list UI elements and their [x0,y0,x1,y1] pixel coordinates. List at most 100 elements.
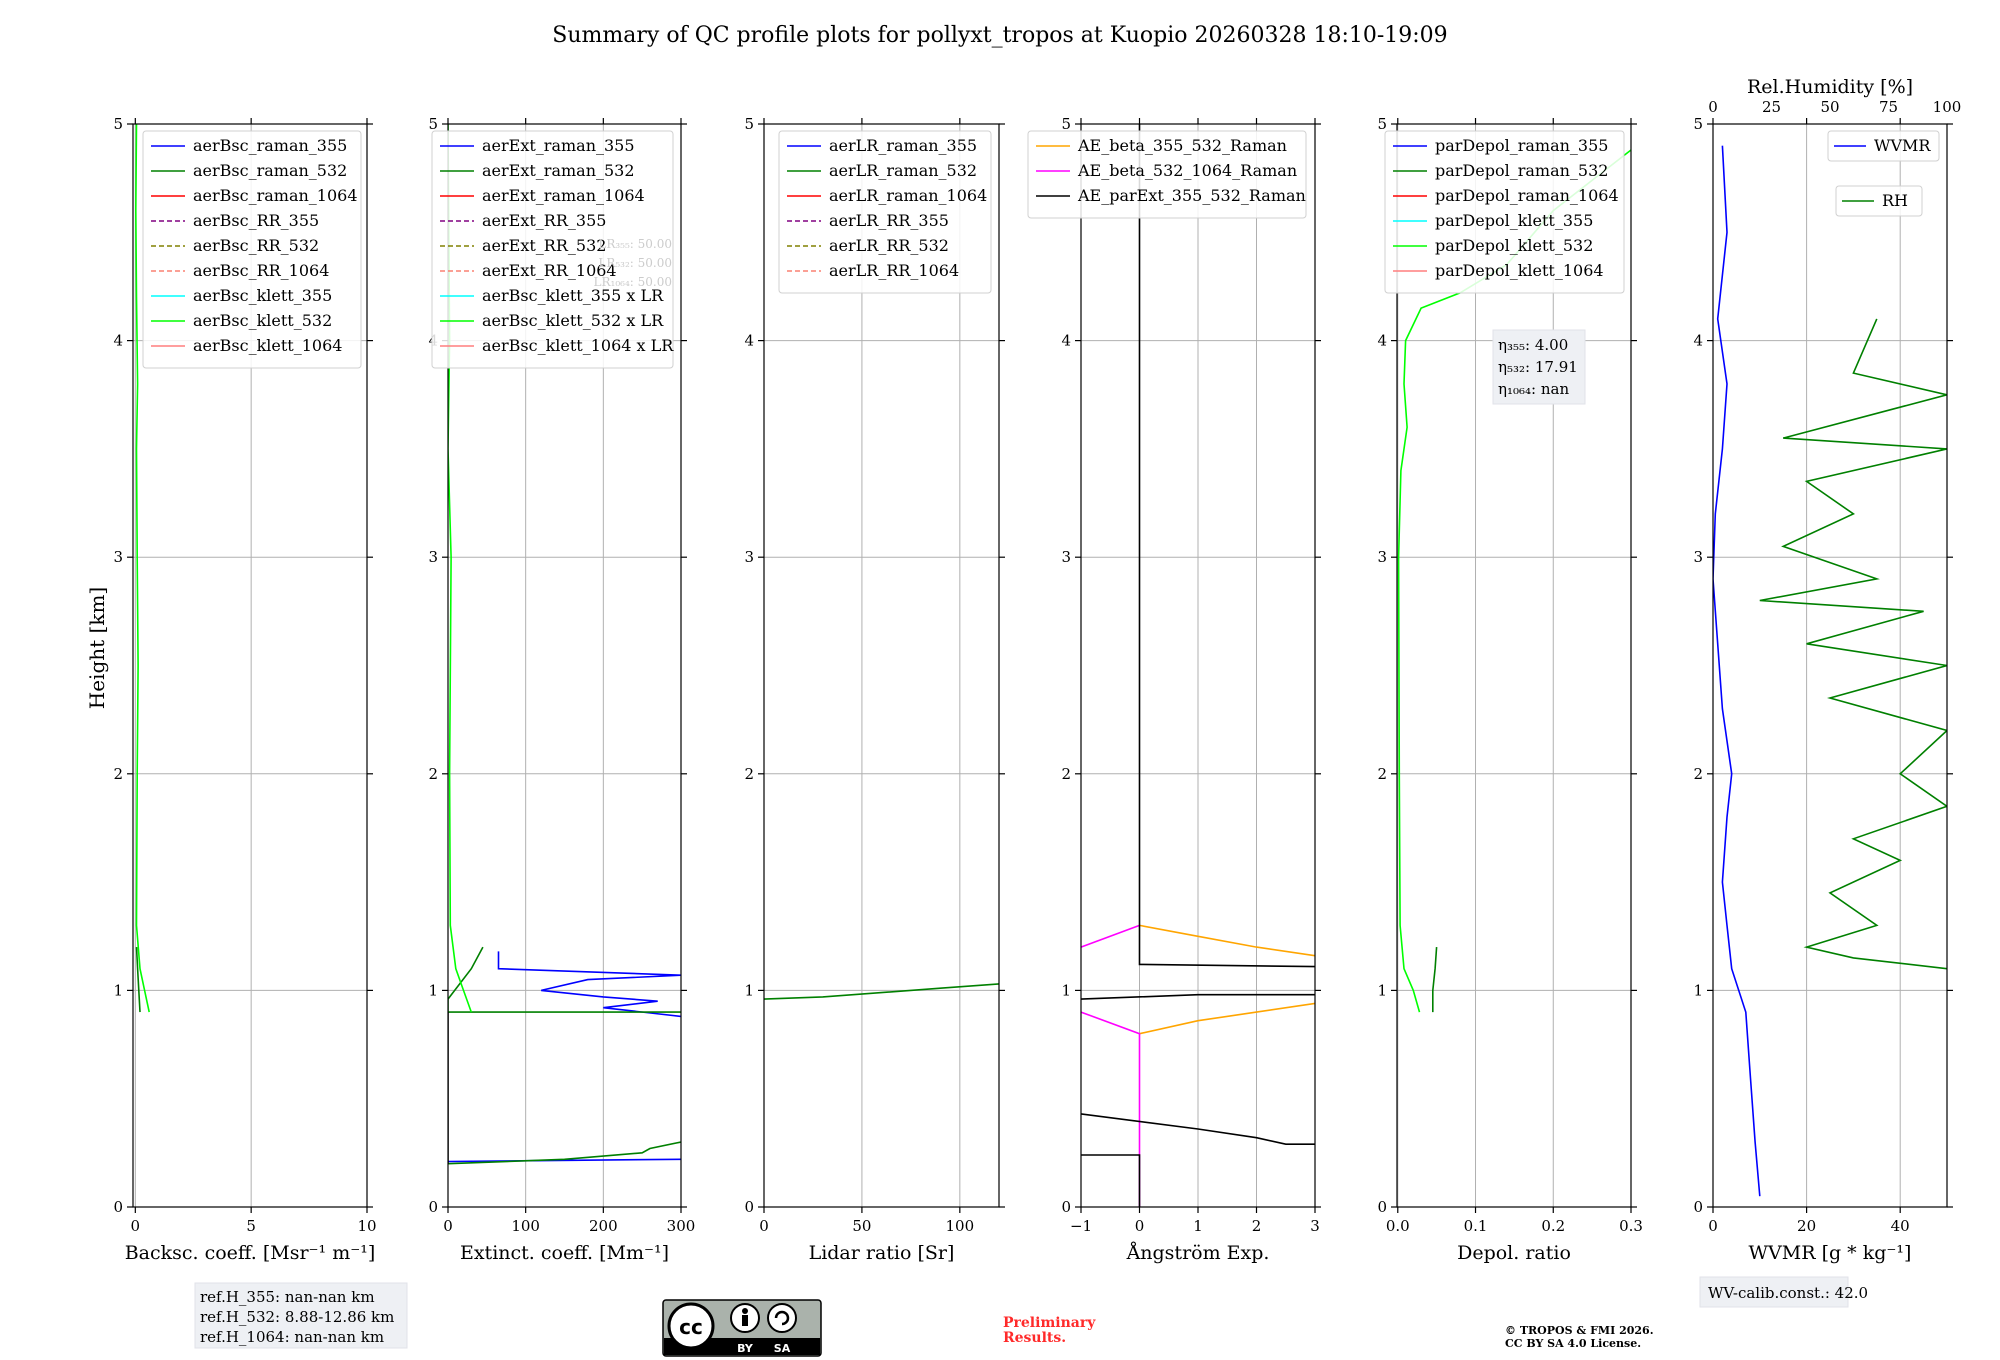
y-tick-label: 3 [113,548,123,566]
y-tick-label: 0 [428,1198,438,1216]
legend-label: aerExt_RR_1064 [482,261,617,280]
x-tick-label: 10 [357,1217,376,1235]
y-tick-label: 0 [1061,1198,1071,1216]
legend-label: aerBsc_raman_532 [193,161,347,180]
legend-label: aerBsc_klett_355 x LR [482,286,664,305]
legend-box [1384,130,1625,294]
wv-calib-box: WV-calib.const.: 42.0 [1699,1276,1868,1308]
copyright-line-2: CC BY SA 4.0 License. [1505,1337,1641,1350]
legend-label: parDepol_klett_532 [1435,236,1593,255]
eta-annotation: η₃₅₅: 4.00 [1498,336,1568,354]
sa-icon [767,1303,797,1333]
y-tick-label: 2 [1377,765,1387,783]
top-x-axis-label: Rel.Humidity [%] [1747,76,1913,98]
series-group [764,983,999,1000]
legend-label: aerLR_raman_532 [829,161,977,180]
eta-annotation: η₁₀₆₄: nan [1498,380,1569,398]
legend: parDepol_raman_355 parDepol_raman_532 parD… [1384,130,1625,294]
x-tick-label: 0 [443,1217,453,1235]
plot-frame [1712,123,1948,1208]
series-group [134,124,150,1013]
y-tick-label: 5 [1693,115,1703,133]
eta-annotation: η₅₃₂: 17.91 [1498,358,1578,376]
y-tick-label: 3 [1693,548,1703,566]
y-tick-label: 2 [428,765,438,783]
legend-label: aerBsc_klett_355 [193,286,332,305]
y-tick-label: 0 [744,1198,754,1216]
legend-label: parDepol_klett_1064 [1435,261,1604,280]
legend: aerBsc_raman_355 aerBsc_raman_532 aerBsc_r… [142,130,362,369]
x-tick-label: 5 [246,1217,256,1235]
plot-frame [1396,123,1632,1208]
legend-label: parDepol_raman_355 [1435,136,1608,155]
preliminary-line-2: Results. [1003,1330,1066,1346]
series-group [1081,124,1315,1207]
legend-label: aerBsc_klett_532 [193,311,332,330]
series-line-aerbsc-klett-532-x-lr [448,124,473,1013]
legend-label: aerBsc_RR_532 [193,236,319,255]
y-tick-label: 4 [744,332,754,350]
y-tick-label: 3 [428,548,438,566]
legend-label: aerExt_raman_355 [482,136,635,155]
legend-label: aerLR_RR_355 [829,211,949,230]
series-line-aerext-raman-355-low [448,1158,681,1163]
y-tick-label: 1 [428,981,438,999]
x-tick-label: 300 [667,1217,696,1235]
y-tick-label: 2 [744,765,754,783]
x-tick-label: −1 [1070,1217,1092,1235]
legend-box [1027,130,1307,219]
legend-box [1827,130,1940,162]
legend: aerLR_raman_355 aerLR_raman_532 aerLR_rama… [778,130,992,294]
series-line-pardepol-raman-532 [1432,947,1438,1013]
wv-calib-text: WV-calib.const.: 42.0 [1708,1284,1868,1302]
y-tick-label: 5 [113,115,123,133]
series-line-wvmr [1713,145,1761,1197]
y-tick-label: 4 [113,332,123,350]
x-axis-label: Depol. ratio [1457,1242,1571,1264]
series-line-rh [1759,318,1947,970]
x-axis-label: Backsc. coeff. [Msr⁻¹ m⁻¹] [125,1242,376,1264]
top-x-tick-label: 100 [1933,98,1962,116]
x-tick-label: 0.1 [1464,1217,1488,1235]
legend-label: aerBsc_klett_1064 x LR [482,336,674,355]
y-tick-label: 4 [1693,332,1703,350]
legend: WVMR RH [1827,130,1940,217]
series-line-aerbsc-klett-532 [134,124,150,1013]
ref-height-box: ref.H_355: nan-nan km ref.H_532: 8.88-12… [194,1282,408,1349]
series-line-ae-beta-355-532-raman-upper [1139,924,1315,957]
ref-height-1064: ref.H_1064: nan-nan km [200,1328,384,1346]
top-x-tick-label: 75 [1879,98,1898,116]
lidar-ratio-annotation: LR₅₃₂: 50.00 [598,256,672,270]
x-tick-label: 100 [946,1217,975,1235]
y-tick-label: 0 [1693,1198,1703,1216]
x-axis-label: Lidar ratio [Sr] [809,1242,955,1264]
plot-frame [447,123,682,1208]
figure-title: Summary of QC profile plots for pollyxt_… [552,23,1447,48]
panel-2: 0100200300012345Extinct. coeff. [Mm⁻¹]ae… [428,115,695,1264]
x-tick-label: 1 [1193,1217,1203,1235]
x-tick-label: 20 [1797,1217,1816,1235]
y-tick-label: 5 [428,115,438,133]
legend: AE_beta_355_532_Raman AE_beta_532_1064_Ra… [1027,130,1307,219]
legend-label: AE_beta_532_1064_Raman [1077,161,1297,180]
y-tick-label: 0 [113,1198,123,1216]
series-line-aerlr-raman-532 [764,983,999,1000]
y-tick-label: 5 [1377,115,1387,133]
copyright-line-1: © TROPOS & FMI 2026. [1505,1324,1654,1337]
lidar-ratio-annotation: LR₁₀₆₄: 50.00 [594,275,672,289]
top-x-tick-label: 25 [1762,98,1781,116]
y-axis-label: Height [km] [85,587,109,709]
x-tick-label: 2 [1252,1217,1262,1235]
legend-box [1835,185,1923,217]
legend-box [431,130,674,369]
y-tick-label: 1 [1061,981,1071,999]
series-line-ae-beta-532-1064-raman [1081,924,1140,948]
preliminary-line-1: Preliminary [1003,1315,1096,1331]
y-tick-label: 0 [1377,1198,1387,1216]
lidar-ratio-annotation: LR₃₅₅: 50.00 [598,237,672,251]
x-tick-label: 0 [1708,1217,1718,1235]
panel-3: 0 50 100 0 1 2 3 4 5 Lidar ratio [Sr] aerLR_raman_… [744,115,1005,1264]
x-axis-label: Ångström Exp. [1126,1242,1270,1264]
legend-label: aerExt_raman_1064 [482,186,645,205]
sa-icon-arrow [774,1310,790,1326]
